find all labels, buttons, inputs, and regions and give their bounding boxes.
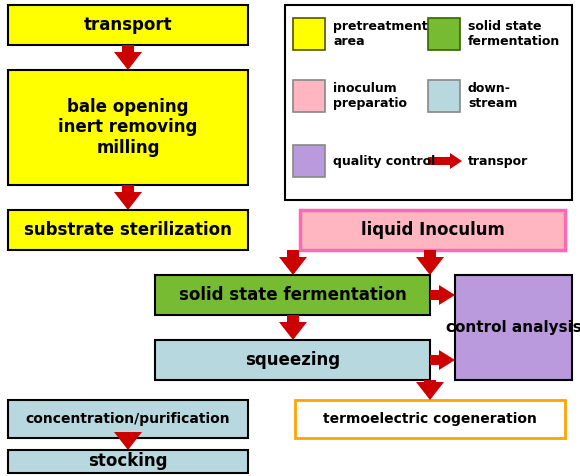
Bar bbox=[295, 400, 565, 438]
Text: substrate sterilization: substrate sterilization bbox=[24, 221, 232, 239]
Bar bbox=[285, 5, 572, 200]
Bar bbox=[424, 380, 436, 382]
Text: pretreatment
area: pretreatment area bbox=[333, 20, 427, 48]
Bar bbox=[293, 18, 325, 50]
Text: down-
stream: down- stream bbox=[468, 82, 517, 110]
Text: solid state fermentation: solid state fermentation bbox=[179, 286, 407, 304]
Bar bbox=[428, 80, 460, 112]
Bar bbox=[122, 185, 134, 192]
Text: liquid Inoculum: liquid Inoculum bbox=[361, 221, 505, 239]
Text: transport: transport bbox=[84, 16, 172, 34]
Text: quality control: quality control bbox=[333, 155, 435, 168]
Text: bale opening
inert removing
milling: bale opening inert removing milling bbox=[59, 98, 198, 157]
Bar bbox=[430, 355, 439, 365]
Bar bbox=[155, 340, 430, 380]
Polygon shape bbox=[416, 382, 444, 400]
Bar bbox=[424, 250, 436, 257]
Polygon shape bbox=[450, 153, 462, 169]
Bar bbox=[428, 157, 450, 165]
Text: termoelectric cogeneration: termoelectric cogeneration bbox=[323, 412, 537, 426]
Bar bbox=[287, 250, 299, 257]
Text: squeezing: squeezing bbox=[245, 351, 340, 369]
Polygon shape bbox=[114, 192, 142, 210]
Polygon shape bbox=[439, 285, 455, 305]
Text: solid state
fermentation: solid state fermentation bbox=[468, 20, 560, 48]
Bar bbox=[300, 210, 565, 250]
Polygon shape bbox=[279, 322, 307, 340]
Bar bbox=[155, 275, 430, 315]
Bar bbox=[455, 275, 572, 380]
Bar bbox=[8, 450, 248, 473]
Bar bbox=[287, 315, 299, 322]
Text: inoculum
preparatio: inoculum preparatio bbox=[333, 82, 407, 110]
Polygon shape bbox=[439, 350, 455, 370]
Bar bbox=[8, 400, 248, 438]
Text: transpor: transpor bbox=[468, 155, 528, 168]
Polygon shape bbox=[114, 432, 142, 450]
Text: control analysis: control analysis bbox=[445, 320, 580, 335]
Bar bbox=[293, 80, 325, 112]
Bar bbox=[8, 5, 248, 45]
Polygon shape bbox=[114, 52, 142, 70]
Bar bbox=[430, 290, 439, 300]
Bar bbox=[293, 145, 325, 177]
Text: concentration/purification: concentration/purification bbox=[26, 412, 230, 426]
Text: stocking: stocking bbox=[88, 453, 168, 470]
Polygon shape bbox=[416, 257, 444, 275]
Bar bbox=[428, 18, 460, 50]
Bar bbox=[122, 432, 134, 438]
Polygon shape bbox=[279, 257, 307, 275]
Bar bbox=[122, 45, 134, 52]
Bar bbox=[8, 70, 248, 185]
Bar bbox=[8, 210, 248, 250]
